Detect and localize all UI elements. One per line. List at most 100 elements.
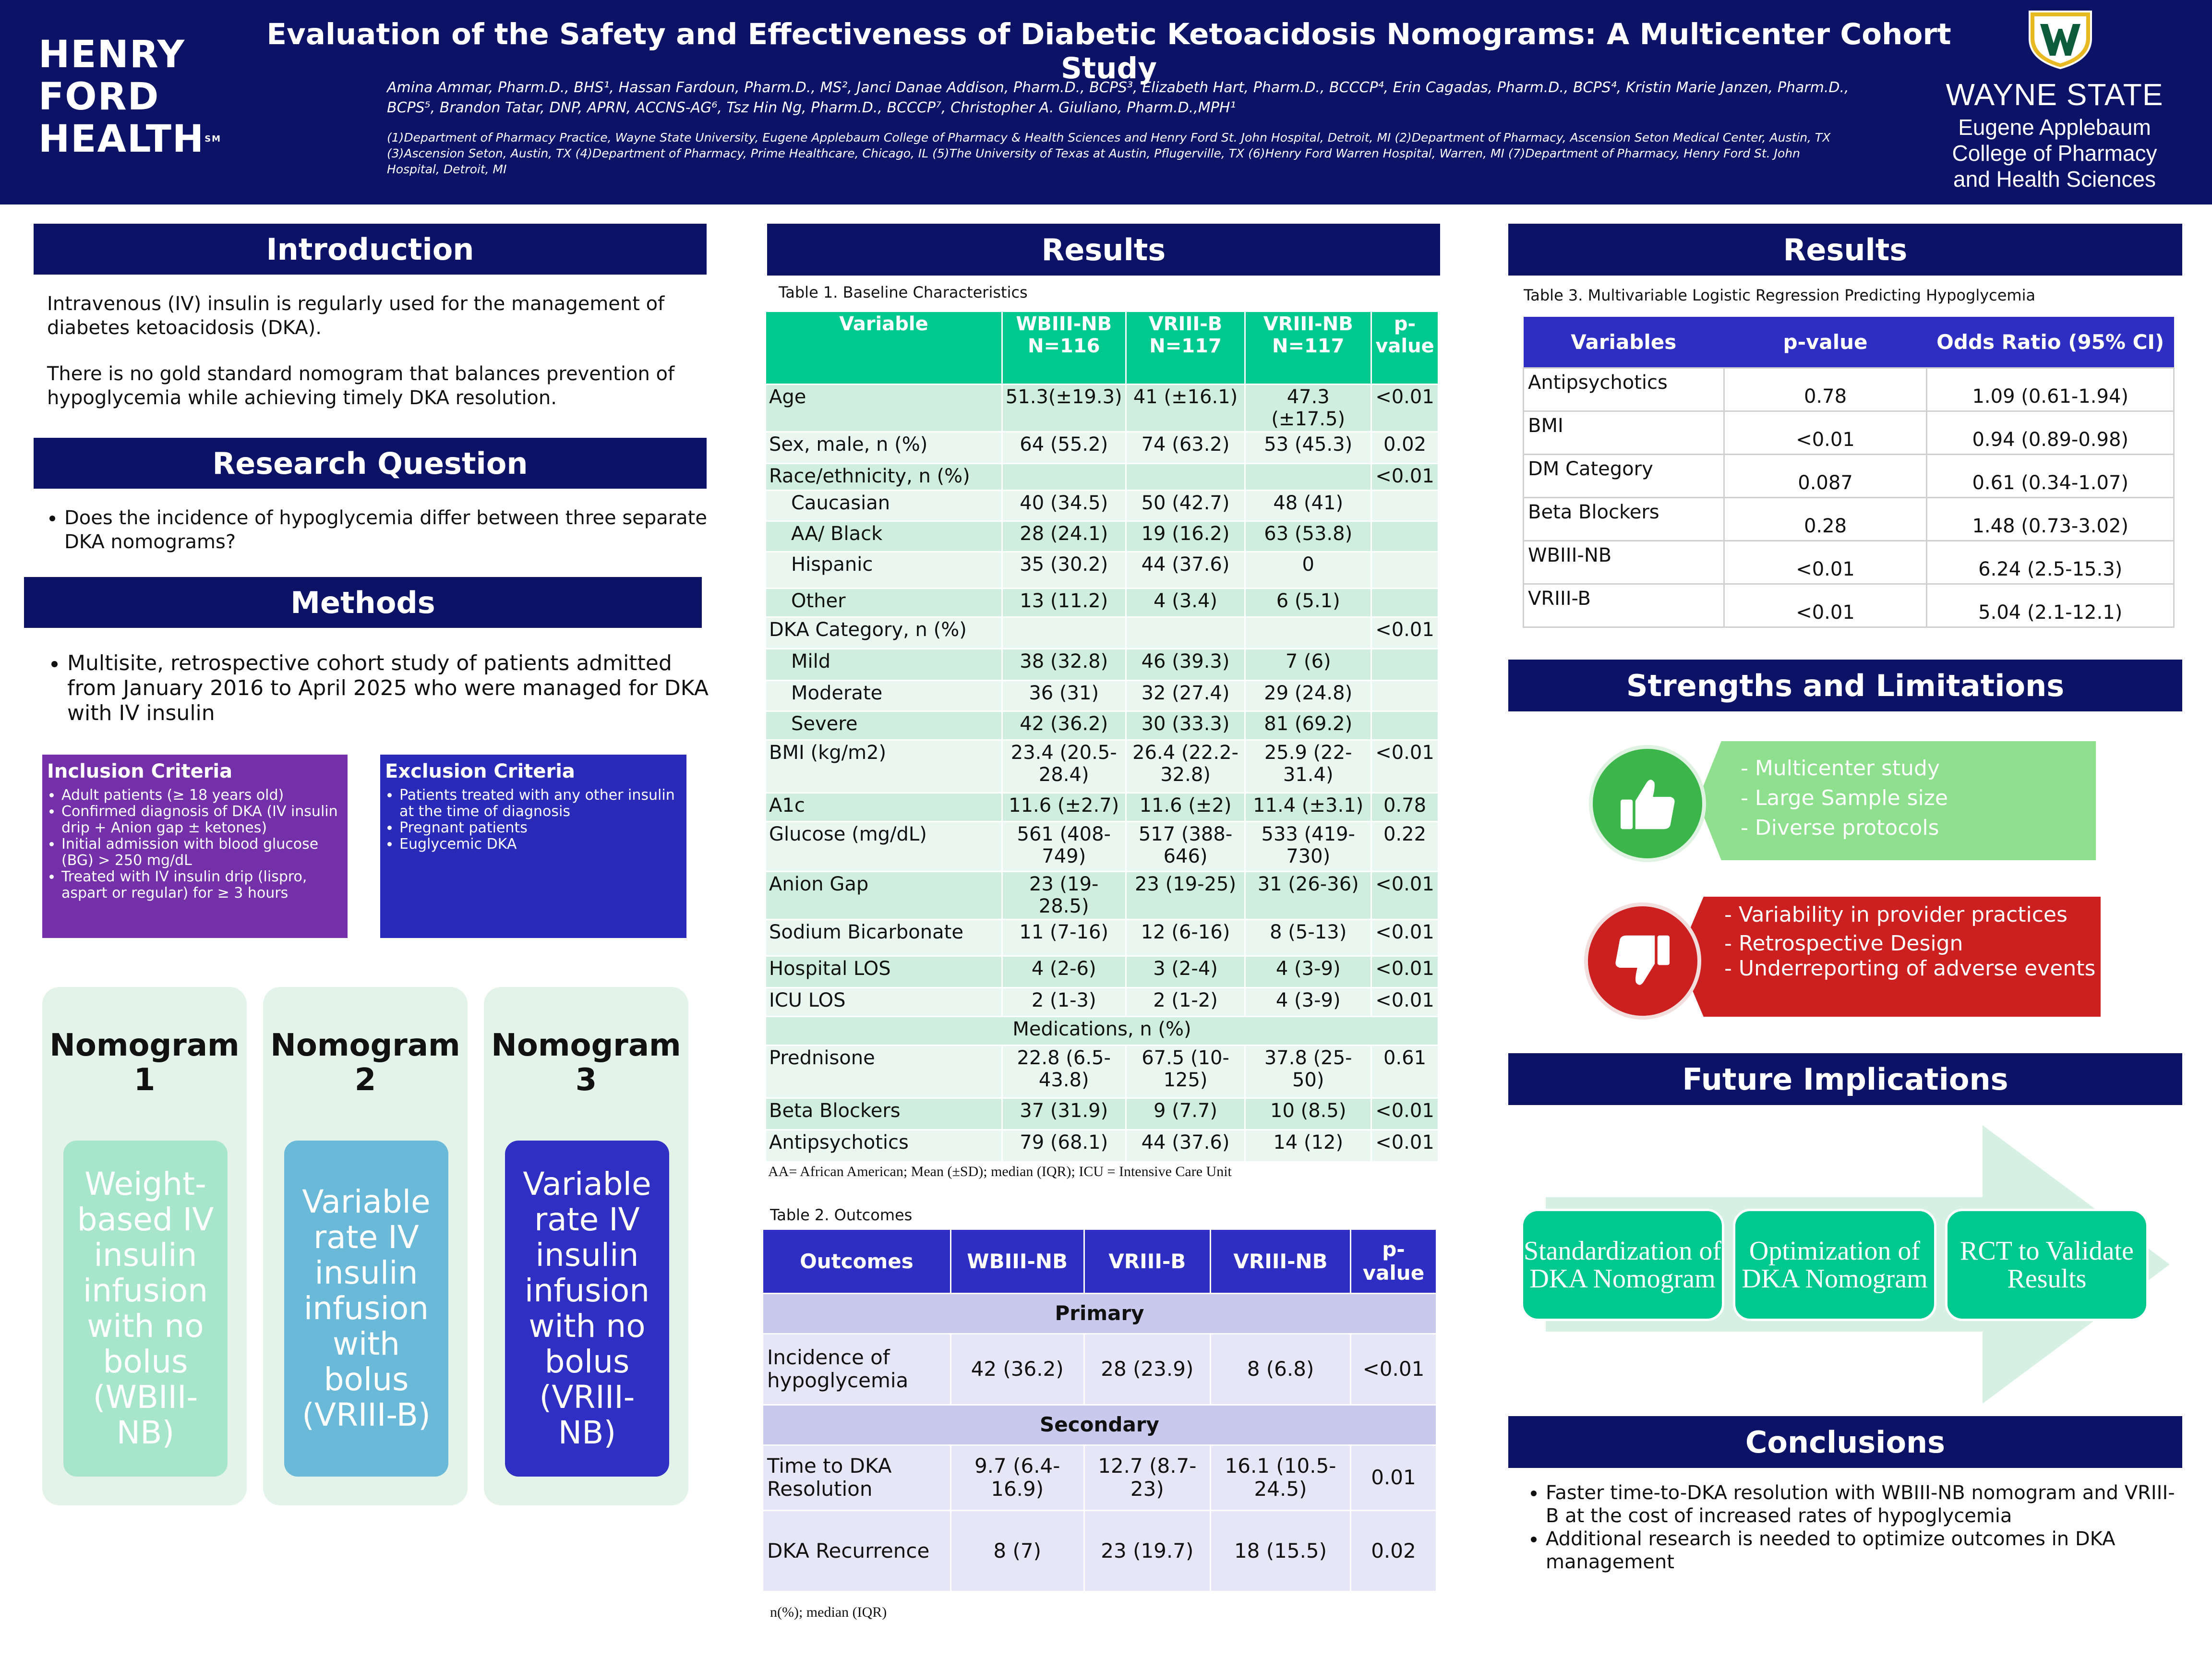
table1-value-cell: 53 (45.3): [1245, 431, 1372, 463]
logo-line-2: FORD: [38, 75, 160, 119]
exclusion-item: Patients treated with any other insulin …: [399, 787, 682, 820]
table1-container: Variable WBIII-NB N=116 VRIII-B N=117 VR…: [766, 312, 1439, 1161]
table3-cell: 1.09 (0.61-1.94): [1926, 367, 2175, 412]
table2-cell: 8 (6.8): [1210, 1333, 1351, 1405]
limitation-item: - Variability in provider practices: [1724, 902, 2068, 927]
table3-cell: 5.04 (2.1-12.1): [1926, 583, 2175, 628]
table-row: Race/ethnicity, n (%) <0.01: [766, 462, 1439, 490]
inclusion-item: Initial admission with blood glucose (BG…: [61, 836, 343, 869]
methods-heading: Methods: [24, 577, 702, 628]
conclusion-bullet: Faster time-to-DKA resolution with WBIII…: [1546, 1481, 2179, 1527]
table-row: BMI (kg/m2) 23.4 (20.5-28.4) 26.4 (22.2-32…: [766, 739, 1439, 793]
table-row: BMI <0.01 0.94 (0.89-0.98): [1523, 410, 2175, 455]
table1-label-cell: ICU LOS: [766, 986, 1003, 1016]
table-row: AA/ Black 28 (24.1) 19 (16.2) 63 (53.8): [766, 520, 1439, 552]
limitation-item: - Underreporting of adverse events: [1724, 956, 2096, 981]
outcomes-table: Outcomes WBIII-NB VRIII-B VRIII-NB p-val…: [763, 1230, 1438, 1591]
affiliations: (1)Department of Pharmacy Practice, Wayn…: [387, 131, 1831, 176]
table3-cell: 0.78: [1723, 367, 1928, 412]
table1-value-cell: 64 (55.2): [1002, 431, 1127, 463]
table2-cell: Incidence of hypoglycemia: [763, 1333, 951, 1405]
table1-value-cell: 51.3(±19.3): [1002, 383, 1127, 432]
table-row: Prednisone 22.8 (6.5-43.8) 67.5 (10-125) 37…: [766, 1044, 1439, 1098]
table1-value-cell: 25.9 (22-31.4): [1245, 739, 1372, 793]
table3-header-odds-ratio: Odds Ratio (95% CI): [1926, 317, 2174, 368]
table2-header-wbiii: WBIII-NB: [950, 1230, 1085, 1293]
table1-value-cell: [1371, 679, 1439, 711]
table1-value-cell: 23 (19-25): [1126, 870, 1246, 919]
table1-value-cell: 37 (31.9): [1002, 1097, 1127, 1130]
table2-cell: 8 (7): [950, 1509, 1085, 1591]
conclusions-heading: Conclusions: [1508, 1416, 2182, 1468]
table2-cell: DKA Recurrence: [763, 1509, 951, 1591]
exclusion-item: Euglycemic DKA: [399, 836, 682, 853]
table1-value-cell: 31 (26-36): [1245, 870, 1372, 919]
table2-cell: 0.01: [1350, 1444, 1438, 1510]
conclusions-list: Faster time-to-DKA resolution with WBIII…: [1522, 1481, 2179, 1574]
table1-value-cell: [1371, 587, 1439, 617]
nomogram-1-column: Nomogram 1 Weight-based IV insulin infus…: [42, 987, 247, 1505]
strength-item: - Diverse protocols: [1741, 816, 1939, 840]
table-row: ICU LOS 2 (1-3) 2 (1-2) 4 (3-9) <0.01: [766, 986, 1439, 1016]
table1-value-cell: 9 (7.7): [1126, 1097, 1246, 1130]
table1-label-cell: Sodium Bicarbonate: [766, 918, 1003, 956]
table1-label-cell: Moderate: [766, 679, 1003, 711]
strengths-box: [1697, 741, 2096, 860]
table-row: Moderate 36 (31) 32 (27.4) 29 (24.8): [766, 679, 1439, 711]
table1-caption: Table 1. Baseline Characteristics: [779, 283, 1028, 301]
exclusion-item: Pregnant patients: [399, 820, 682, 836]
nomogram-2-column: Nomogram 2 Variable rate IV insulin infu…: [263, 987, 468, 1505]
table1-value-cell: 35 (30.2): [1002, 551, 1127, 588]
table-row: A1c 11.6 (±2.7) 11.6 (±2) 11.4 (±3.1) 0.78: [766, 792, 1439, 821]
henry-ford-health-logo: HENRY FORD HEALTHSM: [38, 34, 250, 160]
table-row: VRIII-B <0.01 5.04 (2.1-12.1): [1523, 583, 2175, 628]
limitation-item: - Retrospective Design: [1724, 931, 1963, 956]
limitations-list: - Variability in provider practices - Re…: [1724, 901, 2099, 979]
table3-cell: <0.01: [1723, 583, 1928, 628]
table1-value-cell: 44 (37.6): [1126, 1129, 1246, 1161]
table-row: DKA Category, n (%) <0.01: [766, 616, 1439, 649]
table1-value-cell: <0.01: [1371, 918, 1439, 956]
table1-header-variable: Variable: [766, 312, 1003, 384]
table1-value-cell: 8 (5-13): [1245, 918, 1372, 956]
table1-value-cell: [1371, 489, 1439, 521]
table1-value-cell: [1371, 520, 1439, 552]
table-row: Sex, male, n (%) 64 (55.2) 74 (63.2) 53 (45…: [766, 431, 1439, 463]
introduction-p2: There is no gold standard nomogram that …: [47, 363, 675, 409]
inclusion-criteria-box: Inclusion Criteria Adult patients (≥ 18 …: [42, 755, 348, 938]
methods-text: Multisite, retrospective cohort study of…: [46, 651, 713, 726]
table3-header-p-value: p-value: [1724, 317, 1927, 368]
table1-value-cell: 4 (3-9): [1245, 986, 1372, 1016]
nomogram-2-title: Nomogram 2: [270, 1028, 460, 1098]
table1-value-cell: 23 (19-28.5): [1002, 870, 1127, 919]
table2-cell: 18 (15.5): [1210, 1509, 1351, 1591]
table2-cell: 28 (23.9): [1084, 1333, 1212, 1405]
table1-value-cell: <0.01: [1371, 955, 1439, 987]
table3-cell: VRIII-B: [1523, 583, 1725, 628]
inclusion-item: Confirmed diagnosis of DKA (IV insulin d…: [61, 804, 343, 836]
table1-value-cell: 50 (42.7): [1126, 489, 1246, 521]
table1-value-cell: <0.01: [1371, 383, 1439, 432]
table-row: Medications, n (%): [766, 1015, 1439, 1045]
table1-value-cell: 11.6 (±2.7): [1002, 792, 1127, 821]
table1-value-cell: 517 (388-646): [1126, 820, 1246, 871]
table2-cell: 12.7 (8.7-23): [1084, 1444, 1212, 1510]
table1-value-cell: 0.02: [1371, 431, 1439, 463]
table3-container: Variables p-value Odds Ratio (95% CI) An…: [1523, 317, 2175, 628]
table1-value-cell: 19 (16.2): [1126, 520, 1246, 552]
table1-value-cell: 26.4 (22.2-32.8): [1126, 739, 1246, 793]
table1-value-cell: 63 (53.8): [1245, 520, 1372, 552]
nomogram-3-card: Variable rate IV insulin infusion with n…: [505, 1141, 669, 1477]
thumbs-up-icon: [1589, 745, 1706, 862]
table1-value-cell: 30 (33.3): [1126, 710, 1246, 740]
table1-header-vriii-b: VRIII-B N=117: [1126, 312, 1246, 384]
table2-header-p-value: p-value: [1350, 1230, 1438, 1293]
nomogram-2-card: Variable rate IV insulin infusion with b…: [284, 1141, 448, 1477]
header-banner: [0, 0, 2212, 204]
table3-cell: 0.28: [1723, 496, 1928, 541]
table1-value-cell: 13 (11.2): [1002, 587, 1127, 617]
table1-value-cell: 48 (41): [1245, 489, 1372, 521]
table1-value-cell: 42 (36.2): [1002, 710, 1127, 740]
table1-value-cell: 3 (2-4): [1126, 955, 1246, 987]
methods-bullet: Multisite, retrospective cohort study of…: [67, 651, 713, 726]
